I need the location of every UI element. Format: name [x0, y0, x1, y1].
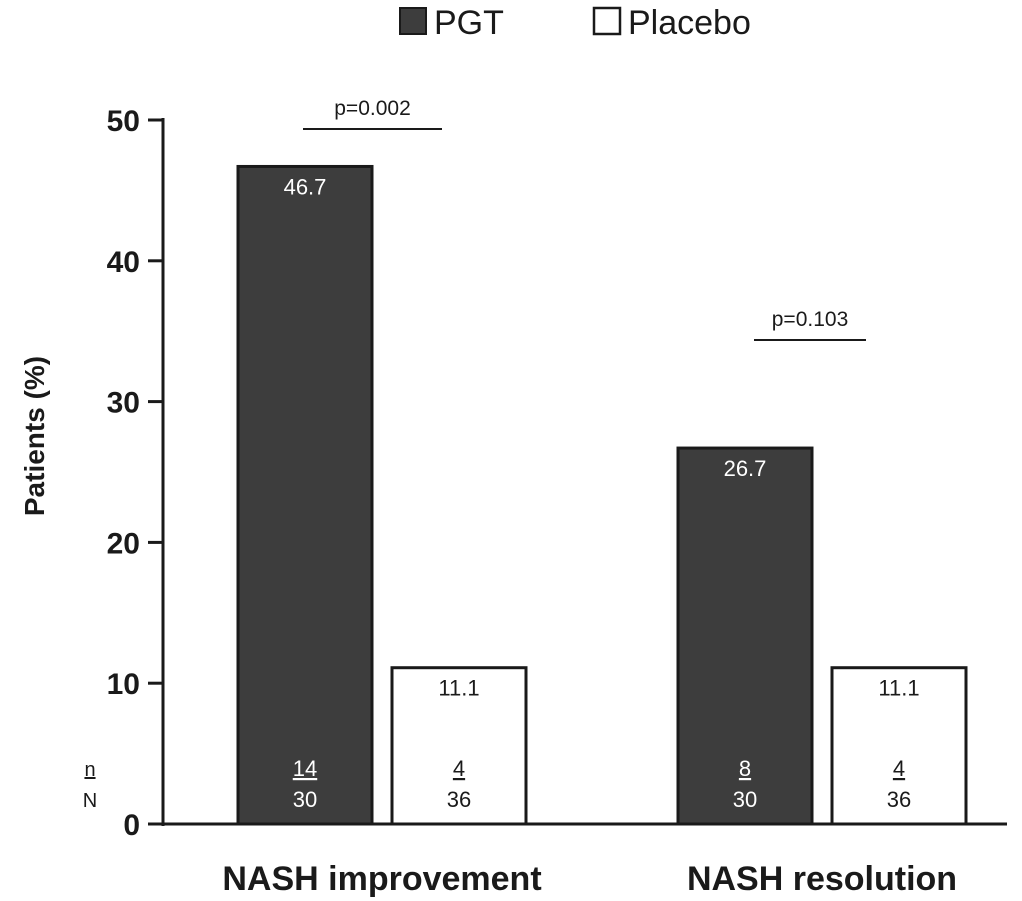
n-value-pgt-0: 14 [293, 756, 317, 781]
legend-label-pgt: PGT [434, 4, 504, 42]
bar-labels: 46.7 14 30 11.1 4 36 26.7 8 30 11.1 4 36 [284, 174, 920, 812]
data-label-placebo-0: 11.1 [438, 676, 479, 701]
y-axis-label: Patients (%) [19, 356, 50, 516]
category-labels: NASH improvement NASH resolution [222, 860, 957, 898]
n-value-pgt-1: 8 [739, 756, 751, 781]
bar-placebo-1 [830, 666, 968, 826]
p-value-label-1: p=0.103 [772, 308, 849, 331]
y-tick-label: 0 [123, 809, 140, 842]
legend-swatch-pgt [399, 7, 427, 35]
category-label-0: NASH improvement [222, 860, 541, 898]
n-label: n [84, 759, 95, 781]
bar-placebo-0 [390, 666, 528, 826]
N-value-pgt-0: 30 [293, 787, 317, 812]
bar-pgt-1 [676, 446, 814, 826]
y-tick-label: 20 [107, 527, 140, 560]
legend-label-placebo: Placebo [628, 4, 751, 42]
data-label-pgt-0: 46.7 [284, 174, 327, 199]
n-value-placebo-0: 4 [453, 756, 465, 781]
p-value-label-0: p=0.002 [334, 97, 411, 120]
category-label-1: NASH resolution [687, 860, 957, 898]
y-ticks: 0 10 20 30 40 50 [107, 105, 163, 842]
legend: PGT Placebo [399, 4, 751, 42]
N-label: N [83, 790, 97, 812]
N-value-placebo-1: 36 [887, 787, 911, 812]
p-value-annotations: p=0.002 p=0.103 [303, 97, 866, 341]
legend-swatch-placebo [592, 6, 622, 36]
N-value-pgt-1: 30 [733, 787, 757, 812]
N-value-placebo-0: 36 [447, 787, 471, 812]
bar-pgt-0 [236, 164, 374, 826]
y-tick-label: 50 [107, 105, 140, 138]
data-label-pgt-1: 26.7 [724, 456, 767, 481]
y-tick-label: 30 [107, 387, 140, 420]
y-tick-label: 10 [107, 668, 140, 701]
y-tick-label: 40 [107, 246, 140, 279]
n-value-placebo-1: 4 [893, 756, 905, 781]
data-label-placebo-1: 11.1 [878, 676, 919, 701]
bars [236, 164, 968, 826]
